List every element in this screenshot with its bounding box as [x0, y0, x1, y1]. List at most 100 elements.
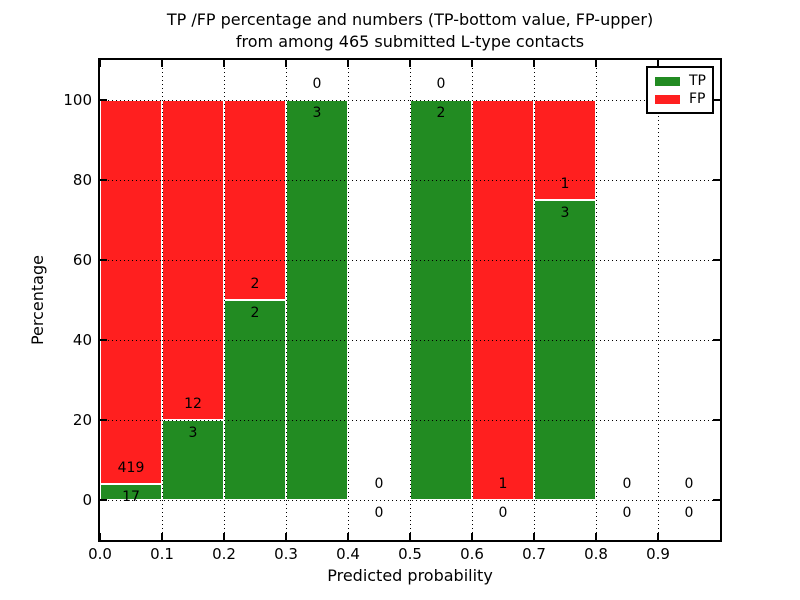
tp-count-label: 3: [312, 105, 322, 121]
x-tick-mark: [657, 60, 659, 67]
y-tick-mark: [713, 259, 720, 261]
y-tick-label: 40: [72, 331, 92, 349]
fp-count-label: 0: [312, 76, 322, 92]
grid-line-vertical: [348, 60, 349, 540]
y-tick-mark: [713, 179, 720, 181]
x-tick-label: 0.3: [274, 545, 298, 563]
y-tick-label: 0: [82, 491, 92, 509]
legend-item: FP: [648, 92, 712, 106]
y-tick-mark: [713, 499, 720, 501]
tp-count-label: 0: [684, 505, 694, 521]
tp-swatch-icon: [655, 76, 680, 86]
y-tick-label: 60: [72, 251, 92, 269]
x-tick-mark: [471, 60, 473, 67]
x-tick-label: 0.4: [336, 545, 360, 563]
plot-area: 419 17 12 3 2 2 0 3 0 0 0 2 1 0 1 3 0 0 0 0: [98, 58, 722, 542]
tp-count-label: 2: [250, 305, 260, 321]
x-tick-mark: [347, 533, 349, 540]
x-tick-label: 0.8: [584, 545, 608, 563]
tp-count-label: 2: [436, 105, 446, 121]
tp-count-label: 3: [188, 425, 198, 441]
y-tick-mark: [100, 179, 107, 181]
grid-line-vertical: [534, 60, 535, 540]
y-tick-mark: [100, 499, 107, 501]
grid-line-vertical: [410, 60, 411, 540]
grid-line-vertical: [286, 60, 287, 540]
x-tick-mark: [533, 60, 535, 67]
tp-count-label: 0: [622, 505, 632, 521]
x-tick-mark: [161, 533, 163, 540]
chart-title-line1: TP /FP percentage and numbers (TP-bottom…: [166, 10, 654, 29]
x-tick-mark: [471, 533, 473, 540]
bar-segment-tp: [100, 484, 162, 500]
grid-line-vertical: [472, 60, 473, 540]
x-tick-label: 0.5: [398, 545, 422, 563]
y-tick-mark: [713, 99, 720, 101]
y-tick-label: 20: [72, 411, 92, 429]
fp-count-label: 2: [250, 276, 260, 292]
fp-count-label: 0: [622, 476, 632, 492]
x-tick-mark: [99, 533, 101, 540]
x-tick-mark: [409, 60, 411, 67]
x-tick-mark: [533, 533, 535, 540]
fp-count-label: 0: [374, 476, 384, 492]
legend-item: TP: [648, 74, 712, 88]
bar-segment-fp: [100, 100, 162, 485]
fp-count-label: 0: [684, 476, 694, 492]
y-tick-mark: [713, 339, 720, 341]
bar-segment-fp: [472, 100, 534, 500]
x-tick-mark: [285, 533, 287, 540]
x-tick-mark: [223, 60, 225, 67]
fp-count-label: 1: [560, 176, 570, 192]
legend-label: FP: [689, 91, 706, 107]
x-tick-label: 0.1: [150, 545, 174, 563]
x-tick-label: 0.9: [646, 545, 670, 563]
tp-count-label: 0: [374, 505, 384, 521]
x-tick-mark: [223, 533, 225, 540]
bar-segment-tp: [286, 100, 348, 500]
y-tick-mark: [713, 419, 720, 421]
legend: TP FP: [646, 66, 714, 114]
tp-count-label: 17: [122, 489, 140, 506]
grid-line-vertical: [596, 60, 597, 540]
grid-line-vertical: [658, 60, 659, 540]
x-tick-mark: [285, 60, 287, 67]
x-tick-mark: [595, 533, 597, 540]
x-tick-label: 0.2: [212, 545, 236, 563]
grid-line-vertical: [162, 60, 163, 540]
y-tick-mark: [100, 99, 107, 101]
bar-segment-fp: [534, 100, 596, 200]
x-tick-mark: [409, 533, 411, 540]
bar-segment-tp: [534, 200, 596, 500]
fp-count-label: 12: [184, 396, 202, 412]
fp-count-label: 1: [498, 476, 508, 492]
x-tick-mark: [595, 60, 597, 67]
x-tick-label: 0.7: [522, 545, 546, 563]
x-tick-mark: [657, 533, 659, 540]
bar-segment-tp: [162, 420, 224, 500]
y-tick-label: 100: [63, 91, 92, 109]
x-tick-mark: [99, 60, 101, 67]
bar-segment-tp: [410, 100, 472, 500]
y-tick-mark: [100, 339, 107, 341]
tp-count-label: 0: [498, 505, 508, 521]
x-axis-label: Predicted probability: [327, 566, 493, 585]
y-tick-label: 80: [72, 171, 92, 189]
fp-count-label: 419: [117, 460, 145, 477]
fp-swatch-icon: [655, 94, 680, 104]
bar-segment-tp: [224, 300, 286, 500]
x-tick-label: 0.0: [88, 545, 112, 563]
x-tick-label: 0.6: [460, 545, 484, 563]
grid-line-vertical: [224, 60, 225, 540]
legend-label: TP: [689, 73, 706, 89]
y-tick-mark: [100, 259, 107, 261]
tp-count-label: 3: [560, 205, 570, 221]
y-tick-mark: [100, 419, 107, 421]
chart-title-line2: from among 465 submitted L-type contacts: [235, 32, 585, 51]
fp-count-label: 0: [436, 76, 446, 92]
chart-title: TP /FP percentage and numbers (TP-bottom…: [90, 9, 730, 53]
bar-segment-fp: [224, 100, 286, 300]
x-tick-mark: [161, 60, 163, 67]
x-tick-mark: [347, 60, 349, 67]
